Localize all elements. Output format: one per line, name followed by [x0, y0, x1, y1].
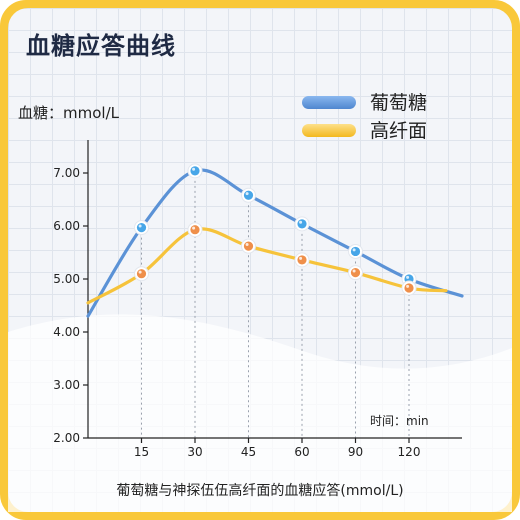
x-tick-label: 120: [398, 445, 421, 459]
data-point-highlight: [245, 243, 249, 247]
legend-entry-fiber-noodle: 高纤面: [302, 116, 512, 142]
data-point-highlight: [245, 192, 249, 196]
data-point-highlight: [299, 220, 303, 224]
legend-entry-glucose: 葡萄糖: [302, 88, 512, 114]
background-wave: [8, 314, 512, 512]
data-point-fiber-noodle: [350, 268, 361, 278]
data-point-highlight: [406, 275, 410, 279]
series-line-fiber-noodle: [86, 227, 448, 305]
data-point-highlight: [138, 270, 142, 274]
data-point-fiber-noodle: [243, 241, 254, 251]
x-tick-label: 45: [241, 445, 256, 459]
data-point-glucose: [136, 222, 147, 233]
x-tick-label: 15: [134, 445, 149, 459]
data-point-fiber-noodle: [190, 225, 200, 235]
y-tick-label: 5.00: [53, 272, 80, 286]
y-tick-label: 3.00: [53, 378, 80, 392]
data-point-highlight: [299, 256, 303, 260]
legend-label-glucose: 葡萄糖: [370, 92, 428, 114]
data-point-highlight: [192, 226, 196, 230]
page-title: 血糖应答曲线: [26, 32, 176, 60]
y-tick-label: 4.00: [53, 325, 80, 339]
data-point-fiber-noodle: [136, 269, 147, 279]
data-point-highlight: [192, 167, 196, 171]
x-tick-label: 30: [187, 445, 202, 459]
legend-swatch-fiber-noodle: [302, 124, 356, 137]
y-tick-label: 7.00: [53, 166, 80, 180]
data-point-highlight: [352, 248, 356, 252]
data-point-fiber-noodle: [297, 255, 307, 265]
data-point-glucose: [243, 190, 254, 200]
x-axis-unit-label: 时间：min: [370, 414, 429, 428]
data-point-glucose: [190, 166, 200, 176]
y-tick-label: 2.00: [53, 431, 80, 445]
data-point-highlight: [138, 224, 142, 228]
y-axis-unit-label: 血糖：mmol/L: [18, 104, 119, 122]
data-point-fiber-noodle: [404, 283, 414, 293]
x-tick-label: 60: [294, 445, 309, 459]
data-point-highlight: [406, 284, 410, 288]
series-points: [134, 163, 417, 296]
y-tick-label: 6.00: [53, 219, 80, 233]
data-point-glucose: [350, 246, 361, 257]
chart-caption: 葡萄糖与神探伍伍高纤面的血糖应答(mmol/L): [116, 483, 404, 499]
legend-label-fiber-noodle: 高纤面: [370, 120, 428, 142]
data-point-glucose: [297, 219, 307, 229]
legend-swatch-glucose: [302, 96, 356, 109]
x-tick-label: 90: [348, 445, 363, 459]
data-point-highlight: [352, 269, 356, 273]
y-axis-ticks: 2.00 3.00 4.00 5.00 6.00 7.00: [53, 166, 88, 445]
x-axis-ticks: 15 30 45 60 90 120: [134, 438, 421, 459]
